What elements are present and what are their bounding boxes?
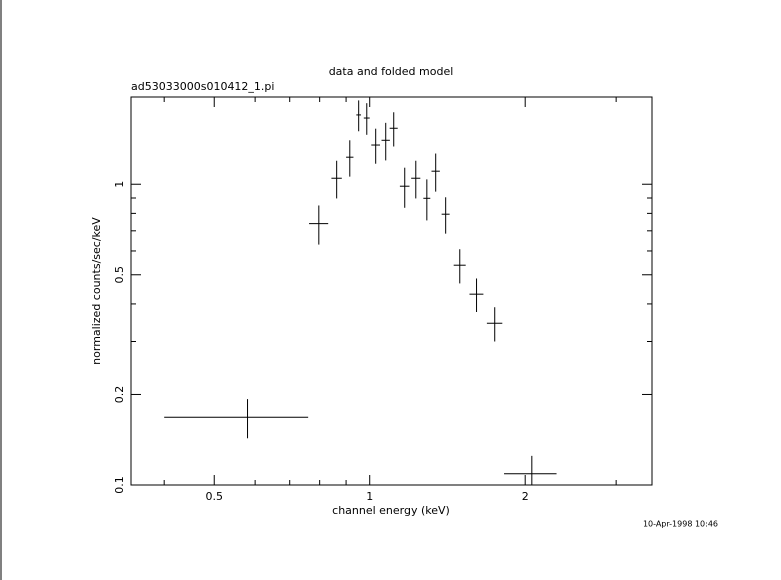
plot-frame xyxy=(130,96,653,486)
y-tick-label: 0.1 xyxy=(113,476,126,494)
timestamp: 10-Apr-1998 10:46 xyxy=(643,520,718,529)
x-tick-label: 2 xyxy=(522,490,529,503)
y-tick-label: 0.2 xyxy=(113,386,126,404)
x-tick-label: 0.5 xyxy=(205,490,223,503)
y-tick-label: 0.5 xyxy=(113,266,126,284)
y-axis-label: normalized counts/sec/keV xyxy=(90,217,103,365)
plot-area xyxy=(164,100,557,485)
x-tick-label: 1 xyxy=(366,490,373,503)
chart-subtitle: ad53033000s010412_1.pi xyxy=(131,80,274,93)
y-tick-label: 1 xyxy=(113,181,126,188)
x-axis-label: channel energy (keV) xyxy=(332,504,450,517)
chart-title: data and folded model xyxy=(329,65,454,78)
